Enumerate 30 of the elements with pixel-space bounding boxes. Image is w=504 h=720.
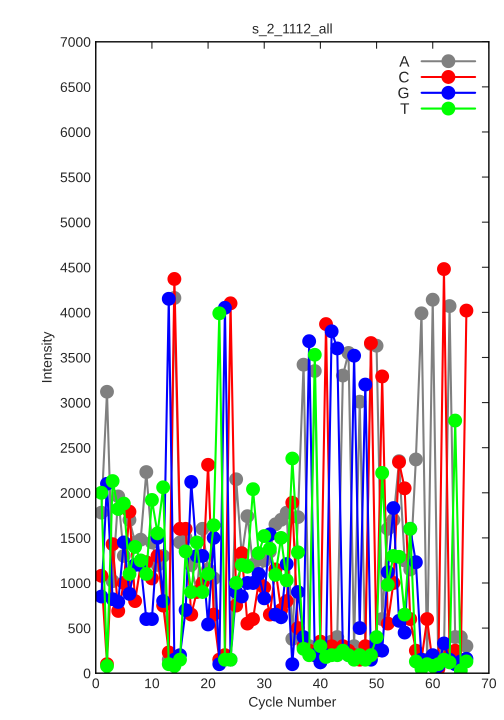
legend-label: G	[398, 87, 408, 98]
x-tick-label: 0	[92, 678, 100, 688]
legend-label: A	[399, 56, 410, 67]
x-tick-label: 50	[369, 678, 384, 688]
x-tick-label: 30	[257, 678, 272, 688]
x-axis-title: Cycle Number	[249, 696, 336, 710]
chart-title: s_2_1112_all	[252, 23, 332, 36]
x-tick-label: 20	[201, 678, 216, 688]
y-tick-label: 1500	[61, 533, 90, 544]
y-tick-label: 1000	[61, 578, 90, 588]
y-tick-label: 3000	[60, 398, 90, 408]
y-tick-label: 500	[68, 623, 90, 634]
legend-label: C	[399, 72, 409, 82]
x-tick-label: 40	[312, 678, 328, 688]
y-tick-label: 6500	[60, 82, 90, 92]
y-tick-label: 7000	[60, 37, 90, 47]
y-tick-label: 2500	[60, 443, 90, 453]
legend-label: T	[400, 103, 410, 114]
x-tick-label: 60	[426, 678, 440, 688]
y-tick-label: 6000	[60, 127, 90, 138]
y-tick-label: 4500	[60, 262, 90, 272]
y-tick-label: 5000	[60, 218, 90, 228]
y-axis-title: Intensity	[42, 332, 54, 382]
y-tick-label: 0	[84, 668, 90, 678]
x-tick-label: 70	[482, 678, 496, 688]
y-tick-label: 3500	[60, 352, 90, 363]
y-tick-label: 5500	[60, 172, 90, 182]
y-tick-label: 2000	[60, 488, 90, 498]
x-tick-label: 10	[145, 678, 160, 688]
y-tick-label: 4000	[60, 308, 90, 318]
